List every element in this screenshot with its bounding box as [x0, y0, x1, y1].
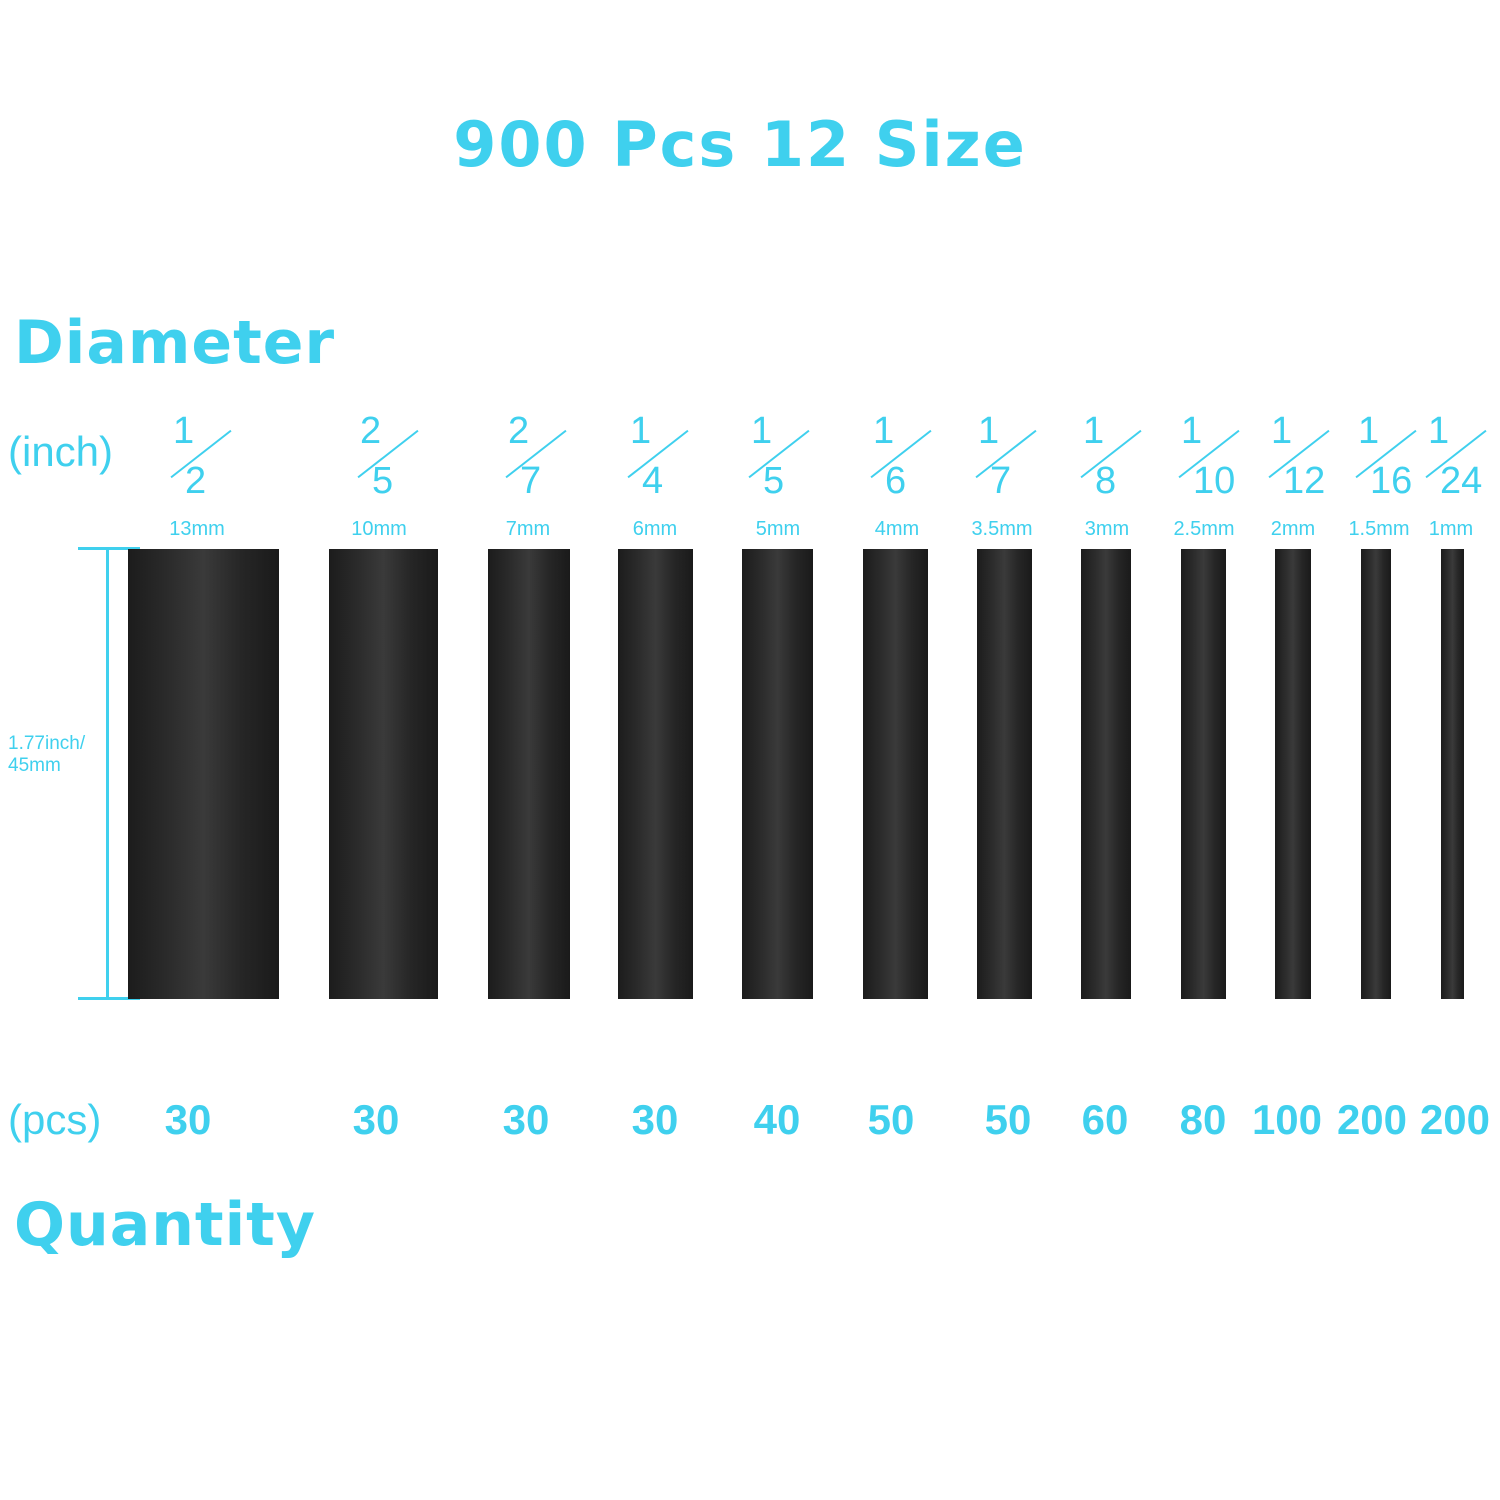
quantity-value: 50 [984, 1096, 1032, 1143]
mm-label: 3.5mm [971, 518, 1033, 540]
mm-label: 6mm [632, 518, 678, 540]
mm-label: 2mm [1270, 518, 1316, 540]
heat-shrink-tube [1081, 549, 1131, 999]
diameter-heading: Diameter [14, 308, 336, 378]
fraction-numerator: 1 [751, 410, 773, 452]
length-dimension-line [106, 549, 109, 999]
heat-shrink-tube [329, 549, 438, 999]
quantity-value: 80 [1179, 1096, 1227, 1143]
mm-label: 7mm [505, 518, 551, 540]
mm-label: 13mm [169, 518, 225, 540]
quantity-value: 50 [867, 1096, 915, 1143]
fraction-numerator: 1 [1428, 410, 1450, 452]
fraction-label: 1 10 [1163, 408, 1243, 502]
fraction-denominator: 10 [1193, 460, 1236, 502]
fraction-denominator: 4 [642, 460, 664, 502]
mm-label: 1mm [1428, 518, 1474, 540]
fraction-denominator: 24 [1440, 460, 1483, 502]
fraction-denominator: 6 [885, 460, 907, 502]
quantity-value: 30 [631, 1096, 679, 1143]
fraction-numerator: 1 [978, 410, 1000, 452]
quantity-value: 30 [352, 1096, 400, 1143]
length-dimension-bottom-cap [78, 997, 140, 1000]
heat-shrink-tube [488, 549, 570, 999]
heat-shrink-tube [742, 549, 813, 999]
quantity-value: 30 [164, 1096, 212, 1143]
quantity-value: 60 [1081, 1096, 1129, 1143]
fraction-denominator: 2 [185, 460, 207, 502]
fraction-denominator: 16 [1370, 460, 1413, 502]
quantity-value: 30 [502, 1096, 550, 1143]
mm-label: 5mm [755, 518, 801, 540]
heat-shrink-tube [1181, 549, 1226, 999]
fraction-numerator: 1 [1271, 410, 1293, 452]
quantity-value: 200 [1336, 1096, 1408, 1143]
fraction-numerator: 1 [1358, 410, 1380, 452]
mm-label: 4mm [874, 518, 920, 540]
pcs-label: (pcs) [8, 1096, 102, 1143]
fraction-label: 1 24 [1410, 408, 1490, 502]
mm-label: 2.5mm [1173, 518, 1235, 540]
heat-shrink-tube [977, 549, 1032, 999]
fraction-denominator: 7 [990, 460, 1012, 502]
heat-shrink-tube [863, 549, 928, 999]
heat-shrink-tube [128, 549, 279, 999]
length-label: 1.77inch/ 45mm [8, 733, 85, 777]
heat-shrink-tube [618, 549, 693, 999]
fraction-numerator: 1 [173, 410, 195, 452]
length-label-mm: 45mm [8, 755, 61, 776]
page-title: 900 Pcs 12 Size [453, 108, 1027, 181]
fraction-denominator: 7 [520, 460, 542, 502]
fraction-numerator: 1 [630, 410, 652, 452]
mm-label: 10mm [351, 518, 407, 540]
fraction-denominator: 5 [763, 460, 785, 502]
mm-label: 1.5mm [1348, 518, 1410, 540]
fraction-label: 1 12 [1253, 408, 1333, 502]
fraction-numerator: 1 [873, 410, 895, 452]
inch-label: (inch) [8, 428, 114, 475]
length-dimension-top-cap [78, 547, 140, 550]
fraction-numerator: 1 [1181, 410, 1203, 452]
quantity-value: 100 [1251, 1096, 1323, 1143]
fraction-numerator: 2 [508, 410, 530, 452]
heat-shrink-tube [1275, 549, 1311, 999]
fraction-denominator: 12 [1283, 460, 1326, 502]
fraction-label: 1 16 [1340, 408, 1420, 502]
fraction-denominator: 5 [372, 460, 394, 502]
heat-shrink-tube [1441, 549, 1464, 999]
fraction-numerator: 2 [360, 410, 382, 452]
length-label-inch: 1.77inch/ [8, 733, 86, 754]
fraction-denominator: 8 [1095, 460, 1117, 502]
heat-shrink-tube [1361, 549, 1391, 999]
mm-label: 3mm [1084, 518, 1130, 540]
quantity-value: 200 [1419, 1096, 1491, 1143]
quantity-value: 40 [753, 1096, 801, 1143]
quantity-heading: Quantity [14, 1190, 316, 1260]
fraction-numerator: 1 [1083, 410, 1105, 452]
